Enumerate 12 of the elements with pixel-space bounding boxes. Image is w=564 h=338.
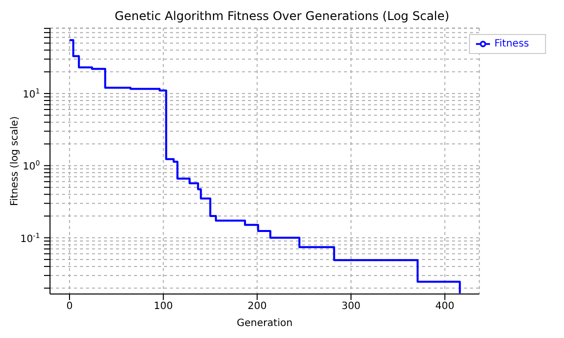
x-tick-label: 300 xyxy=(341,301,361,312)
y-tick-label: 10$^{1}$ xyxy=(22,88,40,101)
x-tick-label: 200 xyxy=(248,301,267,312)
x-axis-title: Generation xyxy=(236,318,293,329)
x-tick-label: 100 xyxy=(154,301,173,312)
y-axis-title: Fitness (log scale) xyxy=(10,116,21,206)
x-tick-label: 0 xyxy=(66,301,73,312)
y-tick-label: 10$^{0}$ xyxy=(22,160,40,173)
chart-title: Genetic Algorithm Fitness Over Generations (Log Scale) xyxy=(114,8,450,24)
legend-label: Fitness xyxy=(494,38,529,50)
y-tick-label: 10$^{-1}$ xyxy=(20,232,40,245)
x-tick-label: 400 xyxy=(435,301,454,312)
